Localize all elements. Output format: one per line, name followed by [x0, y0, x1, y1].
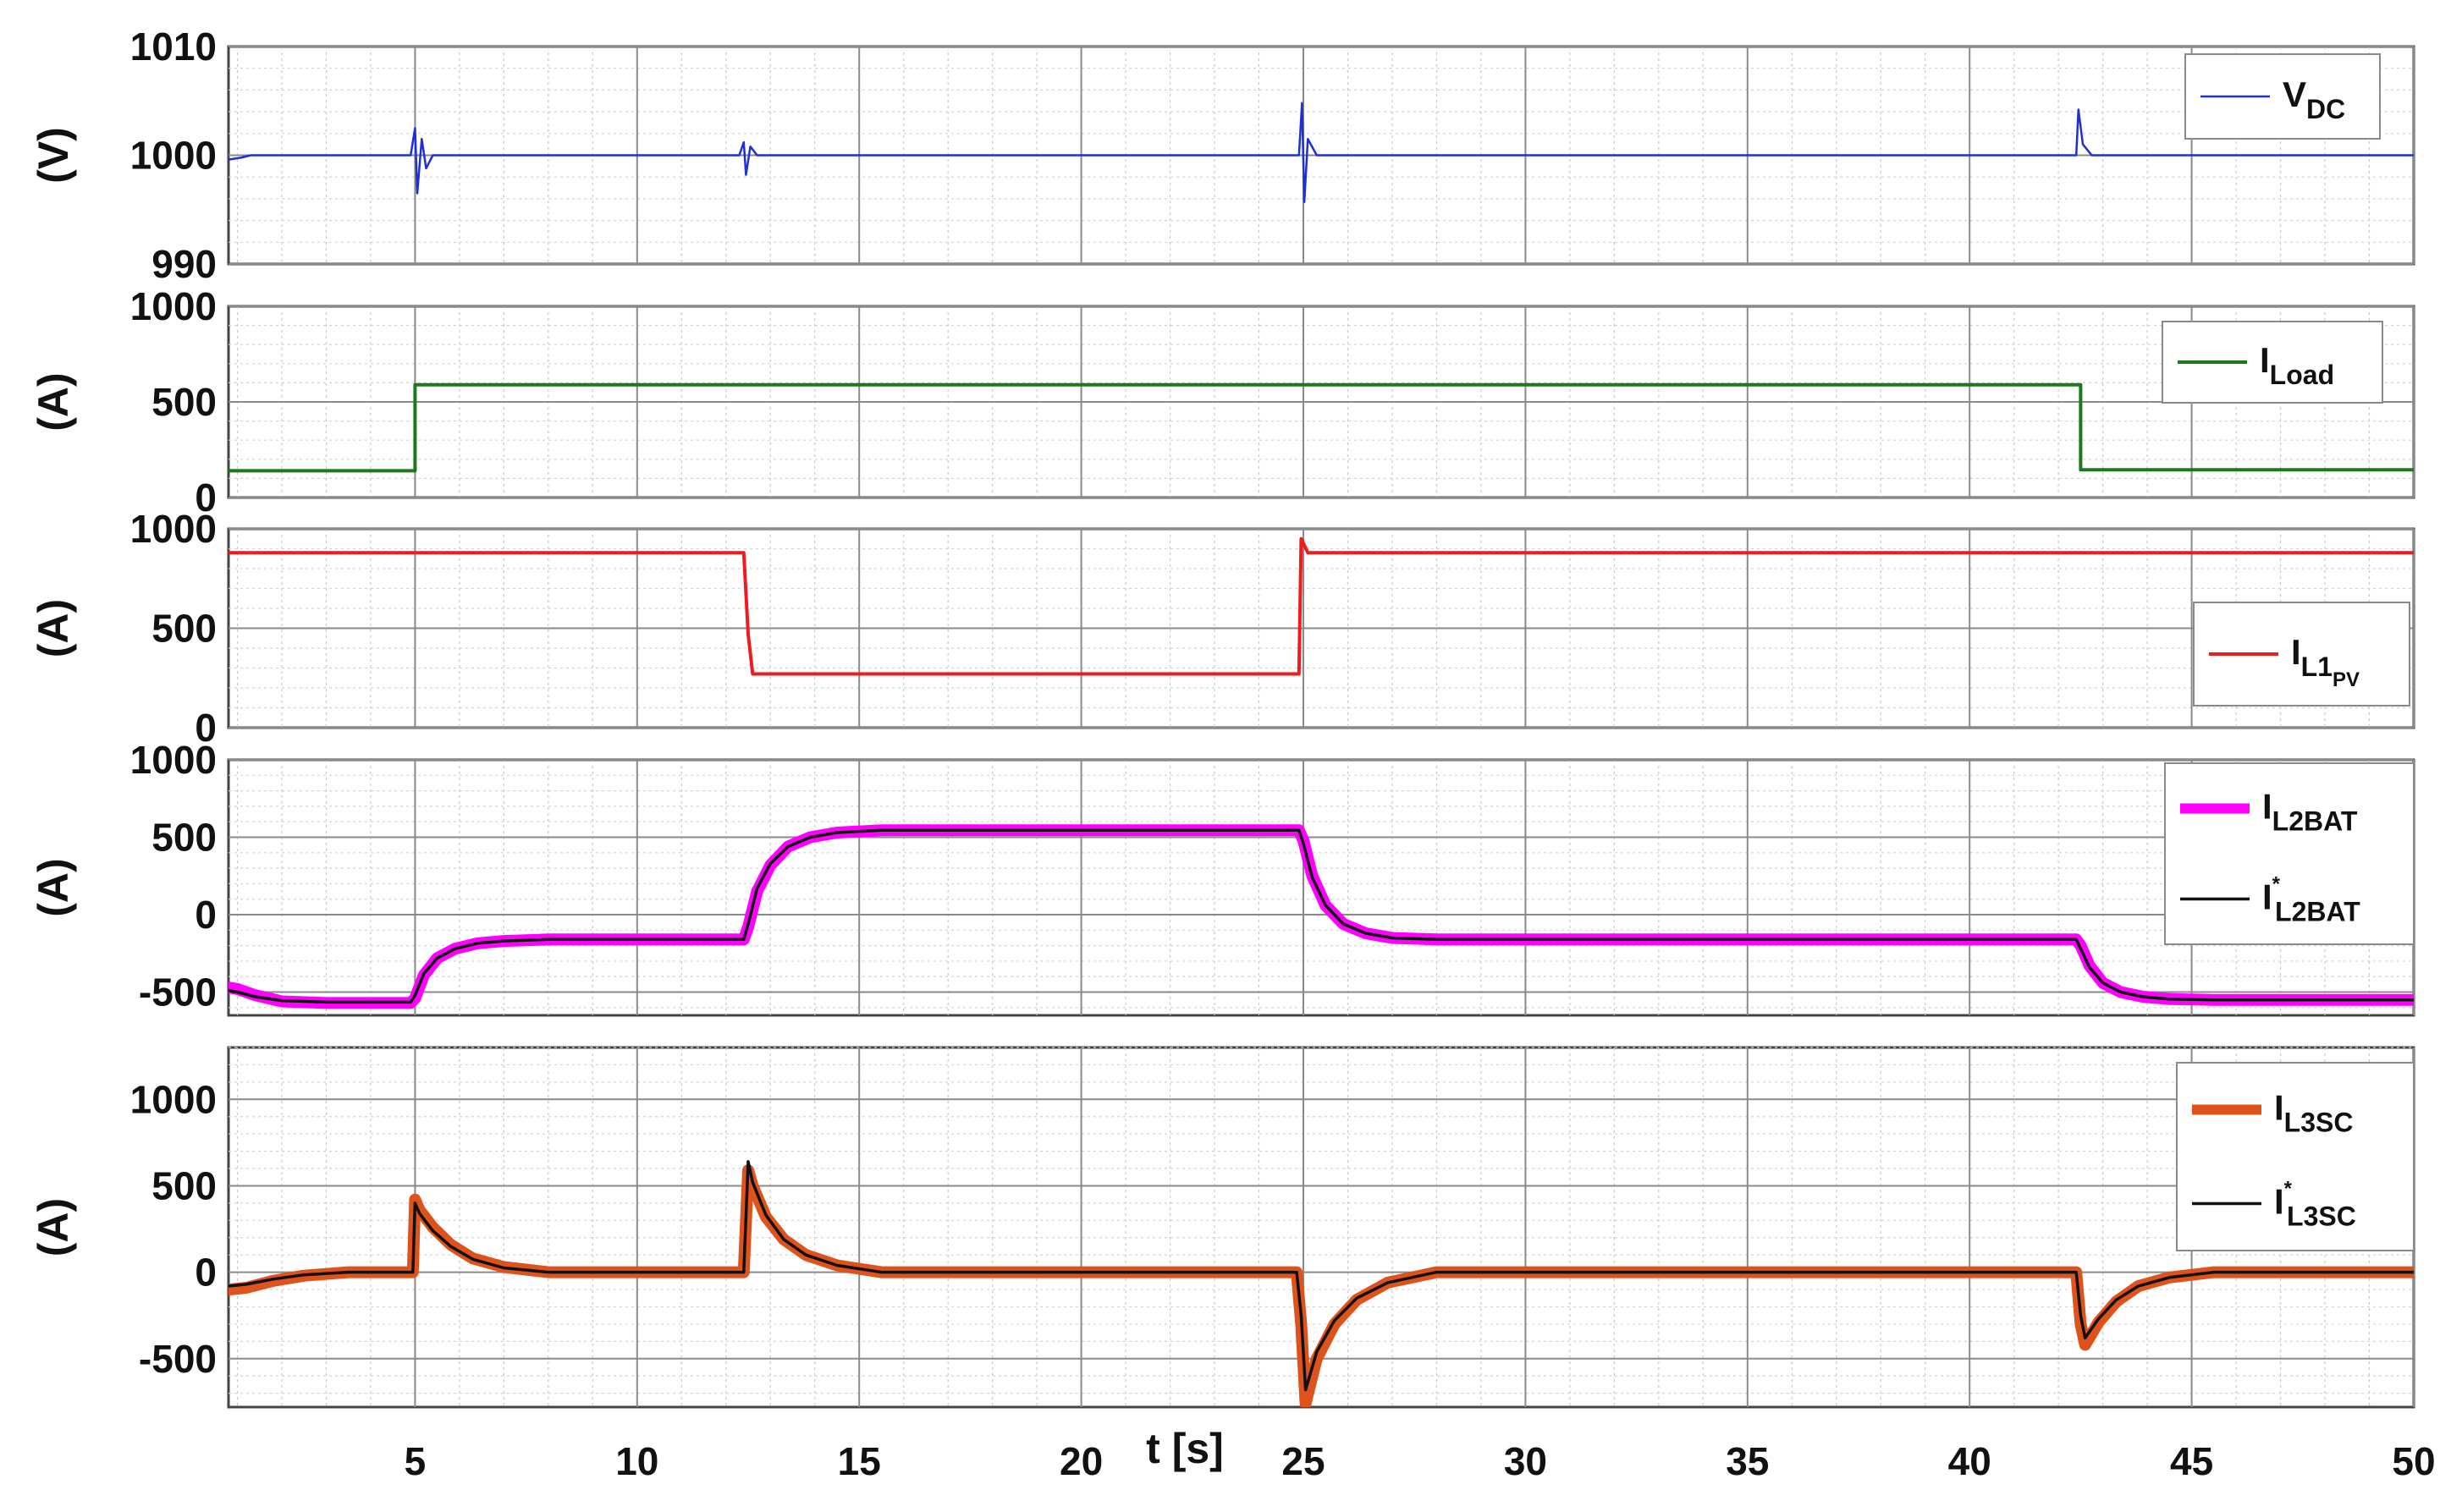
panel-il2bat-ytick-label: 500	[151, 816, 217, 860]
panel-iload-series-0-line	[229, 382, 2414, 473]
x-tick-label: 40	[1948, 1439, 1991, 1483]
panel-iload: 0 500 1000 (A) ILoad	[30, 284, 2415, 520]
panel-il2bat-ylabel: (A)	[30, 858, 77, 916]
panel-il3sc-legend-label-1: I* L3SC	[2274, 1178, 2356, 1232]
panel-il3sc: -500 0 500 1000 (A) IL3SC I* L3SC	[30, 1046, 2415, 1409]
panel-il3sc-ylabel: (A)	[30, 1198, 77, 1256]
panel-il1pv: 0 500 1000 (A) IL1PV	[30, 507, 2415, 750]
panel-iload-ytick-label: 500	[151, 380, 217, 424]
panel-il3sc-ytick-label: 0	[195, 1251, 217, 1295]
panel-il1pv-ylabel: (A)	[30, 599, 77, 657]
panel-il3sc-legend: IL3SC I* L3SC	[2176, 1062, 2415, 1251]
panel-iload-ylabel: (A)	[30, 372, 77, 431]
x-tick-label: 20	[1060, 1439, 1103, 1483]
panel-il1pv-ytick-label: 500	[151, 607, 217, 651]
panel-il1pv-ytick-label: 0	[195, 706, 217, 750]
panel-il1pv-grid	[229, 528, 2415, 729]
panel-vdc-ytick-label: 1010	[130, 25, 217, 69]
panel-il2bat-ytick-label: 0	[195, 893, 217, 937]
panel-vdc-legend-label-0: VDC	[2283, 74, 2345, 124]
panel-iload-ytick-label: 0	[195, 476, 217, 520]
panel-iload-ytick-label: 1000	[130, 284, 217, 328]
panel-il1pv-series-0-line	[229, 536, 2414, 676]
x-tick-label: 15	[838, 1439, 881, 1483]
x-axis-label: t [s]	[1146, 1425, 1224, 1472]
panel-il1pv-legend-label-0: IL1PV	[2291, 632, 2360, 691]
panel-il2bat-legend: IL2BAT I* L2BAT	[2164, 762, 2415, 945]
panel-iload-legend-label-0: ILoad	[2260, 340, 2334, 390]
panel-iload-grid	[229, 305, 2415, 498]
panel-vdc-series-0-line	[229, 102, 2414, 204]
panel-il2bat: -500 0 500 1000 (A) IL2BAT I* L2BAT	[30, 738, 2415, 1017]
x-tick-label: 45	[2170, 1439, 2213, 1483]
x-tick-label: 25	[1281, 1439, 1325, 1483]
panel-il2bat-series-1-line	[229, 828, 2414, 1004]
panel-il3sc-ytick-label: 1000	[130, 1077, 217, 1121]
panel-il3sc-legend-label-0: IL3SC	[2274, 1088, 2353, 1138]
x-tick-label: 5	[405, 1439, 427, 1483]
x-tick-label: 35	[1726, 1439, 1769, 1483]
panel-vdc-ytick-label: 1000	[130, 134, 217, 178]
panel-vdc: 990 1000 1010 (V) VDC	[30, 25, 2415, 286]
panel-il2bat-ytick-label: 1000	[130, 738, 217, 782]
panel-il1pv-legend: IL1PV	[2193, 602, 2410, 707]
panel-il2bat-legend-label-0: IL2BAT	[2262, 787, 2358, 837]
panel-il3sc-ytick-label: -500	[139, 1337, 217, 1381]
panel-il2bat-legend-label-1: I* L2BAT	[2262, 873, 2360, 927]
panel-il3sc-ytick-label: 500	[151, 1163, 217, 1207]
panel-il1pv-ytick-label: 1000	[130, 507, 217, 551]
panel-vdc-legend: VDC	[2184, 53, 2381, 140]
panel-iload-legend: ILoad	[2162, 321, 2383, 404]
panel-il2bat-grid	[229, 759, 2415, 1015]
x-tick-label: 30	[1504, 1439, 1547, 1483]
x-tick-label: 50	[2392, 1439, 2435, 1483]
panel-vdc-ytick-label: 990	[151, 242, 217, 286]
panel-il3sc-series-1-line	[229, 1160, 2414, 1392]
panel-vdc-ylabel: (V)	[30, 127, 77, 184]
x-tick-label: 10	[615, 1439, 658, 1483]
x-axis: 5 10 15 20 25 30 35 40 45 50 t [s]	[405, 1425, 2436, 1483]
panel-il2bat-ytick-label: -500	[139, 970, 217, 1014]
